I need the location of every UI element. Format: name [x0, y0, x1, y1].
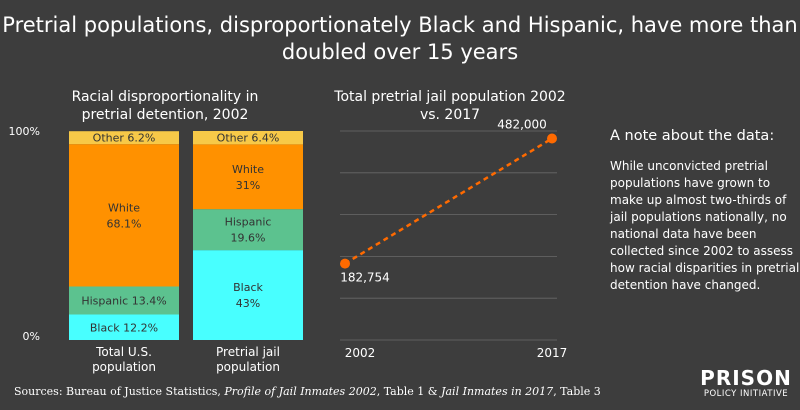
bar-segment-white-1 — [69, 144, 179, 287]
bar-segment-white-2 — [193, 144, 303, 210]
value-label-2002: 182,754 — [340, 271, 390, 285]
y-tick-0: 0% — [23, 330, 40, 343]
x-tick-2017: 2017 — [537, 346, 568, 360]
bar-label-black-2: Black 43% — [233, 281, 263, 310]
sources-suffix: , Table 3 — [553, 385, 601, 398]
sources-prefix: Sources: Bureau of Justice Statistics, — [14, 385, 225, 398]
sources-title-1: Profile of Jail Inmates 2002 — [224, 385, 377, 398]
data-point-2017 — [547, 133, 557, 144]
value-label-2017: 482,000 — [497, 118, 547, 132]
bar-segment-black-1 — [69, 314, 179, 340]
bar-label-hispanic-1: Hispanic 13.4% — [81, 294, 166, 307]
bar-label-hispanic-2: Hispanic 19.6% — [225, 216, 272, 245]
logo-bottom-text: POLICY INITIATIVE — [703, 389, 789, 399]
sources-text: Sources: Bureau of Justice Statistics, P… — [14, 385, 601, 398]
bar-label-other-1: Other 6.2% — [93, 132, 156, 145]
bar-label-white-1: White 68.1% — [107, 201, 142, 230]
bar-segment-hispanic-2 — [193, 209, 303, 251]
bar-segment-black-2 — [193, 250, 303, 340]
bar-segment-hispanic-1 — [69, 286, 179, 315]
bar-label-white-2: White 31% — [232, 163, 264, 192]
line-chart-title: Total pretrial jail population 2002 vs. … — [334, 89, 566, 123]
x-tick-2002: 2002 — [345, 346, 376, 360]
prison-policy-logo: PRISON POLICY INITIATIVE — [700, 368, 792, 400]
bar-chart-title: Racial disproportionality in pretrial de… — [71, 89, 259, 123]
bar-label-black-1: Black 12.2% — [90, 321, 158, 334]
note-title: A note about the data: — [610, 128, 775, 144]
bar-segment-other-2 — [193, 131, 303, 145]
note-body: While unconvicted pretrial populations h… — [610, 159, 800, 292]
logo-top-text: PRISON — [700, 366, 792, 390]
sources-title-2: Jail Inmates in 2017 — [441, 385, 554, 398]
trend-line — [344, 137, 553, 265]
data-point-2002 — [340, 258, 350, 269]
y-tick-100: 100% — [9, 125, 40, 138]
page-title: Pretrial populations, disproportionately… — [2, 13, 798, 64]
bar-label-other-2: Other 6.4% — [217, 132, 280, 145]
category-label-1: Total U.S. population — [92, 345, 156, 374]
category-label-2: Pretrial jail population — [216, 345, 280, 374]
sources-mid: , Table 1 & — [376, 385, 442, 398]
bar-segment-other-1 — [69, 131, 179, 145]
